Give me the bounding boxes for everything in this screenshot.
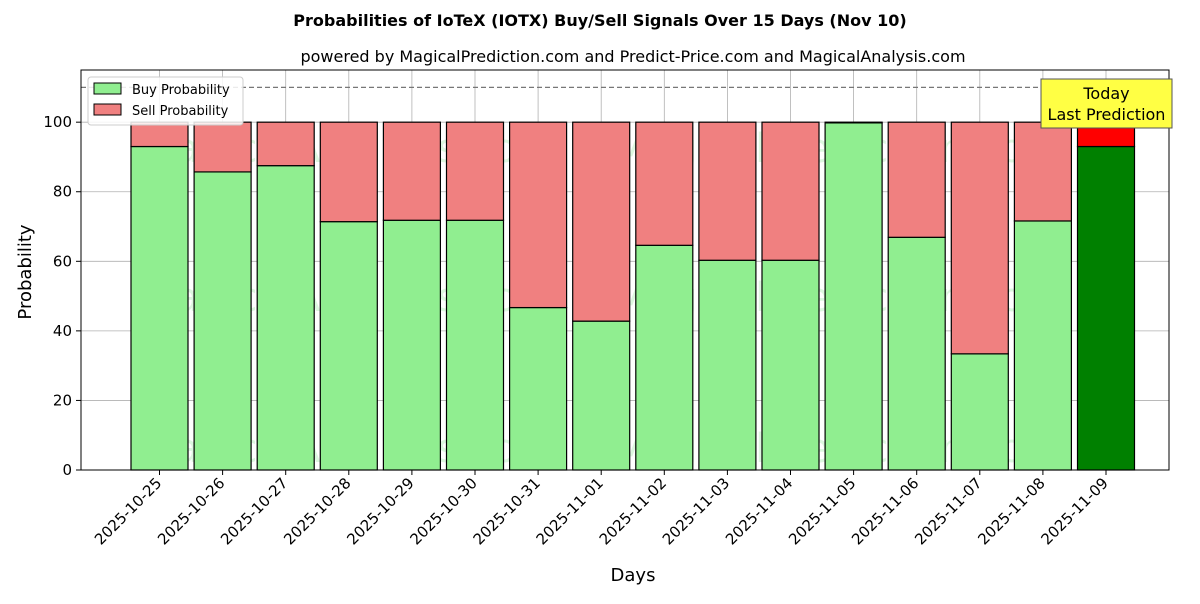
chart-subtitle: powered by MagicalPrediction.com and Pre… — [300, 47, 965, 66]
x-tick-label: 2025-11-05 — [785, 474, 859, 548]
bar-sell — [950, 121, 1009, 355]
bar-sell — [824, 121, 883, 124]
plot-frame — [80, 69, 1170, 471]
bar-sell — [572, 121, 631, 322]
x-tick-label: 2025-10-25 — [91, 474, 165, 548]
y-tick-label: 60 — [53, 252, 72, 270]
x-tick-label: 2025-11-02 — [596, 474, 670, 548]
bar-buy — [1013, 220, 1073, 471]
bar-sell — [887, 121, 946, 238]
bar-buy — [130, 145, 189, 471]
bar-buy — [572, 320, 631, 471]
chart-title: Probabilities of IoTeX (IOTX) Buy/Sell S… — [293, 11, 906, 30]
bar-buy — [1076, 145, 1136, 471]
x-tick-label: 2025-10-31 — [470, 474, 544, 548]
bar-sell — [698, 121, 757, 261]
x-axis-label: Days — [611, 565, 656, 586]
legend-swatch-sell — [93, 103, 122, 116]
bar-sell — [319, 121, 378, 223]
x-tick-label: 2025-11-09 — [1037, 474, 1111, 548]
bar-buy — [887, 236, 946, 471]
x-tick-label: 2025-10-26 — [154, 474, 228, 548]
y-tick-label: 100 — [43, 113, 72, 131]
bar-buy — [319, 221, 378, 471]
x-tick-label: 2025-11-08 — [974, 474, 1048, 548]
x-tick-label: 2025-11-04 — [722, 474, 796, 548]
x-tick-label: 2025-11-07 — [911, 474, 985, 548]
legend-swatch-buy — [93, 82, 122, 95]
annotation-line1: Today — [1082, 84, 1129, 103]
bar-sell — [256, 121, 315, 167]
bar-sell — [130, 121, 189, 148]
y-tick-label: 80 — [53, 183, 72, 201]
bar-buy — [824, 122, 883, 471]
annotation-box — [1040, 78, 1173, 129]
y-tick-label: 20 — [53, 391, 72, 409]
x-tick-label: 2025-11-06 — [848, 474, 922, 548]
x-tick-label: 2025-10-29 — [343, 474, 417, 548]
x-tick-label: 2025-11-01 — [533, 474, 607, 548]
bar-buy — [698, 259, 757, 471]
bar-buy — [950, 353, 1009, 471]
bar-buy — [509, 306, 568, 471]
bar-sell — [193, 121, 252, 173]
bar-buy — [382, 219, 441, 471]
bar-buy — [256, 165, 315, 471]
bar-buy — [193, 171, 252, 471]
bar-sell — [509, 121, 568, 309]
x-tick-label: 2025-10-30 — [406, 474, 480, 548]
y-tick-label: 40 — [53, 322, 72, 340]
bar-sell — [635, 121, 694, 246]
y-axis-label: Probability — [15, 224, 36, 319]
x-tick-label: 2025-10-27 — [217, 474, 291, 548]
annotation-line2: Last Prediction — [1048, 105, 1166, 124]
bar-sell — [445, 121, 505, 221]
x-tick-label: 2025-10-28 — [280, 474, 354, 548]
legend-label-buy: Buy Probability — [132, 83, 230, 98]
bar-buy — [635, 244, 694, 471]
bar-buy — [761, 259, 820, 471]
bar-sell — [761, 121, 820, 261]
legend-box — [87, 76, 244, 126]
bar-buy — [445, 219, 505, 471]
legend-label-sell: Sell Probability — [132, 104, 229, 119]
x-tick-label: 2025-11-03 — [659, 474, 733, 548]
bar-sell — [382, 121, 441, 221]
bar-sell — [1013, 121, 1073, 222]
y-tick-label: 0 — [62, 461, 72, 479]
